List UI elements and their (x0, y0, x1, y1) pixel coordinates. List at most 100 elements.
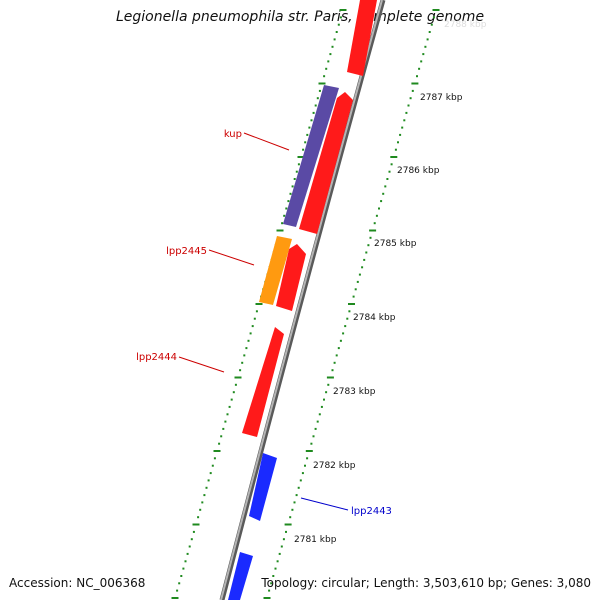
minor-tick (192, 530, 195, 533)
accession-text: Accession: NC_006368 (9, 576, 146, 590)
minor-tick (369, 236, 372, 239)
genome-title: Legionella pneumophila str. Paris, compl… (115, 9, 485, 25)
minor-tick (375, 214, 378, 217)
minor-tick (278, 552, 281, 555)
major-tick (348, 303, 355, 305)
minor-tick (297, 163, 300, 166)
minor-tick (205, 486, 208, 489)
minor-tick (380, 200, 383, 203)
minor-tick (352, 295, 355, 298)
minor-tick (184, 560, 187, 563)
major-tick (263, 597, 271, 599)
minor-tick (407, 104, 410, 107)
minor-tick (251, 325, 254, 328)
minor-tick (207, 479, 210, 482)
minor-tick (190, 538, 193, 541)
minor-tick (405, 111, 408, 114)
gene-lpp2445 (259, 236, 292, 305)
minor-tick (327, 60, 330, 63)
minor-tick (239, 369, 242, 372)
minor-tick (420, 60, 423, 63)
minor-tick (373, 222, 376, 225)
gene-lpp2445-forward (276, 244, 306, 311)
minor-tick (316, 420, 319, 423)
minor-tick (304, 464, 306, 467)
major-tick (339, 9, 347, 11)
minor-tick (299, 479, 302, 482)
minor-tick (316, 97, 319, 100)
minor-tick (348, 310, 351, 313)
minor-tick (310, 119, 313, 122)
minor-tick (199, 508, 202, 511)
gene-lpp2444 (242, 327, 284, 437)
minor-tick (428, 31, 431, 33)
scale-label-faded: 2788 kbp (444, 20, 487, 30)
minor-tick (318, 89, 321, 92)
minor-tick (302, 148, 305, 151)
minor-tick (285, 530, 287, 533)
minor-tick (213, 457, 216, 460)
major-tick (305, 450, 313, 452)
minor-tick (289, 516, 292, 519)
gene-top-red (347, 0, 377, 76)
minor-tick (422, 53, 425, 56)
minor-tick (276, 560, 279, 563)
minor-tick (308, 126, 311, 129)
minor-tick (346, 317, 349, 320)
major-tick (318, 82, 326, 85)
minor-tick (356, 280, 359, 283)
minor-tick (320, 405, 323, 408)
minor-tick (287, 200, 290, 203)
minor-tick (397, 141, 399, 144)
minor-tick (390, 163, 393, 166)
minor-tick (234, 383, 237, 386)
minor-tick (312, 111, 315, 114)
minor-tick (358, 273, 361, 276)
minor-tick (394, 148, 397, 151)
minor-tick (289, 192, 292, 195)
gene-kup (283, 85, 339, 227)
minor-tick (186, 552, 189, 555)
major-tick (390, 156, 398, 158)
minor-tick (272, 575, 275, 577)
minor-tick (243, 354, 246, 357)
minor-tick (430, 23, 433, 26)
major-tick (411, 82, 419, 85)
minor-tick (388, 170, 391, 173)
major-tick (213, 450, 221, 452)
minor-tick (403, 119, 406, 122)
minor-tick (218, 442, 221, 445)
minor-tick (245, 347, 248, 350)
leader-line-lpp2443 (300, 497, 349, 511)
minor-tick (354, 288, 357, 291)
minor-tick (268, 589, 271, 592)
major-tick (171, 597, 179, 599)
scale-label-2781: 2781 kbp (294, 535, 337, 545)
minor-tick (386, 178, 389, 180)
minor-tick (399, 133, 402, 136)
major-tick (234, 376, 242, 379)
major-tick (276, 229, 284, 232)
minor-tick (270, 582, 273, 585)
minor-tick (323, 75, 326, 78)
minor-tick (331, 45, 334, 48)
minor-tick (211, 464, 214, 467)
minor-tick (293, 178, 296, 180)
minor-tick (325, 67, 328, 70)
minor-tick (241, 361, 244, 364)
minor-tick (323, 398, 325, 401)
minor-tick (291, 508, 294, 511)
minor-tick (222, 427, 225, 430)
scale-label-2784: 2784 kbp (353, 313, 396, 323)
minor-tick (363, 258, 366, 261)
minor-tick (418, 67, 421, 70)
scale-label-2787: 2787 kbp (420, 93, 463, 103)
minor-tick (291, 185, 294, 188)
minor-tick (280, 545, 283, 548)
minor-tick (253, 317, 256, 320)
minor-tick (424, 45, 427, 48)
minor-tick (411, 89, 414, 92)
minor-tick (365, 251, 368, 254)
minor-tick (416, 75, 418, 78)
minor-tick (301, 472, 304, 475)
